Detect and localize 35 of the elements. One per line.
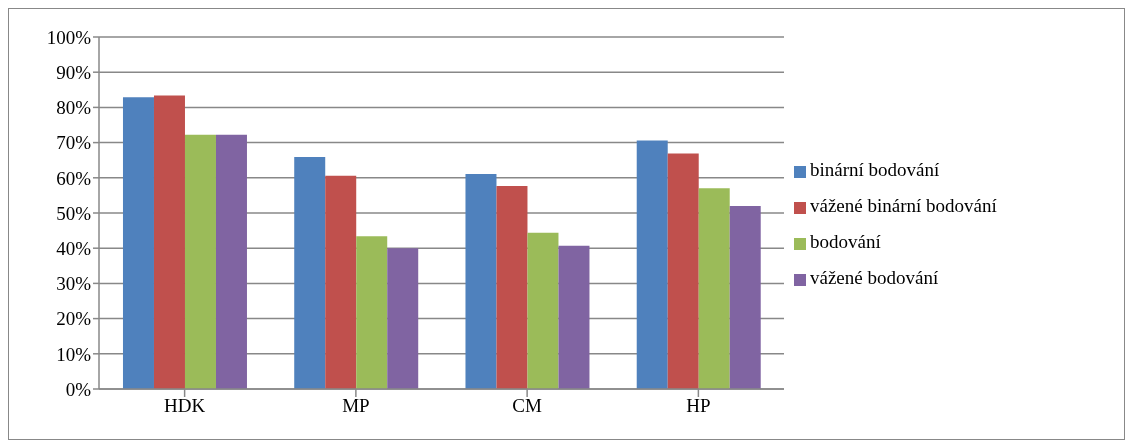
y-tick-label: 50%	[56, 202, 92, 224]
bar	[496, 185, 528, 389]
x-tick-label: MP	[342, 395, 370, 417]
bar	[698, 188, 730, 389]
y-tick-label: 80%	[56, 97, 92, 119]
x-tick-label: CM	[512, 395, 543, 417]
bar	[387, 248, 419, 389]
y-tick-label: 0%	[65, 378, 92, 400]
y-tick-label: 100%	[46, 26, 92, 48]
bar	[636, 140, 668, 389]
x-tick-label: HP	[686, 395, 711, 417]
y-tick-label: 60%	[56, 167, 92, 189]
y-tick-label: 90%	[56, 61, 92, 83]
y-tick-label: 30%	[56, 273, 92, 295]
legend-label: vážené binární bodování	[810, 195, 997, 216]
bar	[356, 236, 388, 389]
legend-label: vážené bodování	[810, 267, 939, 288]
legend-label: binární bodování	[810, 159, 940, 180]
bar	[667, 153, 699, 389]
bar	[729, 205, 761, 389]
bar	[294, 157, 326, 389]
bar	[558, 245, 590, 389]
bar	[527, 232, 559, 389]
y-tick-label: 70%	[56, 132, 92, 154]
bar	[215, 134, 247, 389]
x-tick-label: HDK	[164, 395, 206, 417]
y-tick-label: 20%	[56, 308, 92, 330]
bar	[184, 134, 216, 389]
bar	[153, 95, 185, 389]
y-tick-label: 10%	[56, 343, 92, 365]
y-tick-label: 40%	[56, 237, 92, 259]
bar	[122, 97, 154, 389]
bar	[465, 173, 497, 389]
legend-label: bodování	[810, 231, 881, 252]
bar	[325, 175, 357, 389]
